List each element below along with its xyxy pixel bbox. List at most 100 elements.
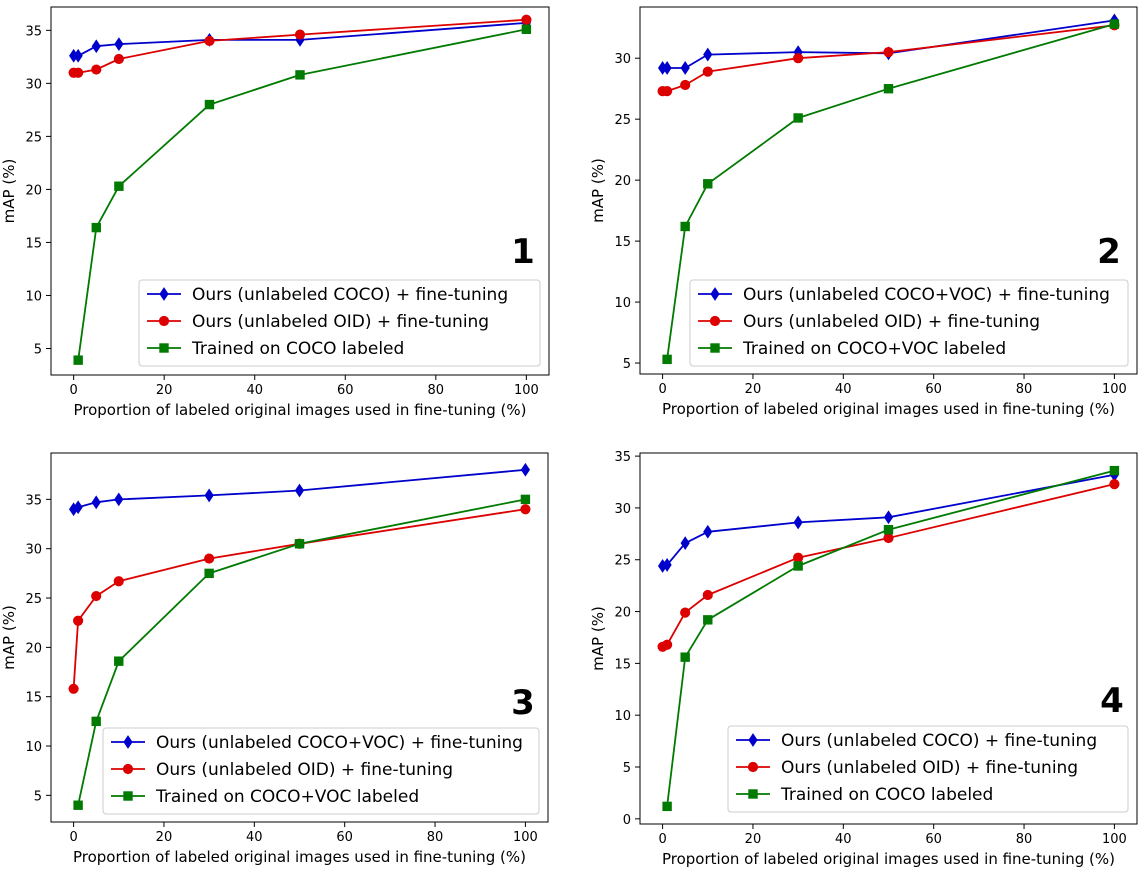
- data-point: [73, 48, 83, 63]
- legend-box: [102, 727, 540, 815]
- data-point: [204, 99, 215, 110]
- data-point: [114, 656, 124, 666]
- y-axis-title: mAP (%): [0, 605, 18, 670]
- data-point: [520, 462, 531, 477]
- x-tick-label: 100: [1102, 382, 1127, 397]
- legend-marker: [748, 789, 758, 799]
- x-tick-label: 80: [1016, 382, 1033, 397]
- plot-frame: [639, 6, 1138, 375]
- data-point: [113, 576, 124, 587]
- data-point: [295, 70, 305, 80]
- data-point: [702, 66, 713, 77]
- x-tick-label: 0: [69, 383, 77, 398]
- y-tick-label: 25: [614, 113, 631, 128]
- data-point: [91, 495, 101, 510]
- data-point: [662, 86, 673, 97]
- series-line: [72, 508, 526, 689]
- data-point: [680, 536, 690, 551]
- y-tick-label: 30: [25, 77, 42, 92]
- series-1: [68, 462, 531, 517]
- data-point: [1109, 465, 1120, 476]
- x-tick-label: 40: [835, 382, 852, 397]
- y-tick-label: 10: [25, 740, 42, 755]
- series-1: [657, 13, 1120, 75]
- data-point: [793, 561, 803, 571]
- legend-marker: [123, 791, 133, 801]
- y-tick-label: 15: [614, 235, 631, 250]
- legend-marker: [159, 343, 169, 353]
- series-1: [657, 467, 1120, 573]
- y-tick-label: 10: [614, 709, 631, 724]
- y-tick-label: 30: [614, 52, 631, 67]
- legend-label: Ours (unlabeled OID) + fine-tuning: [156, 760, 453, 780]
- y-tick-label: 15: [614, 657, 631, 672]
- y-tick-label: 20: [614, 606, 631, 621]
- data-point: [204, 488, 214, 503]
- data-point: [113, 53, 125, 65]
- series-line: [662, 483, 1115, 648]
- data-point: [883, 47, 894, 58]
- data-point: [680, 607, 691, 618]
- data-point: [521, 14, 532, 25]
- panel-number: 2: [1097, 232, 1121, 272]
- legend-label: Ours (unlabeled COCO) + fine-tuning: [192, 285, 508, 305]
- data-point: [520, 504, 531, 515]
- data-point: [702, 589, 713, 601]
- y-tick-label: 20: [614, 174, 631, 189]
- data-point: [793, 552, 804, 563]
- data-point: [114, 37, 124, 52]
- y-tick-label: 25: [25, 592, 42, 607]
- data-point: [1109, 19, 1120, 29]
- y-tick-label: 25: [25, 130, 42, 145]
- data-point: [68, 683, 79, 694]
- data-point: [73, 355, 83, 365]
- data-point: [73, 500, 83, 515]
- legend-marker: [123, 735, 133, 749]
- series-line: [77, 498, 526, 806]
- x-tick-label: 100: [1102, 832, 1127, 847]
- legend-label: Ours (unlabeled COCO+VOC) + fine-tuning: [156, 733, 523, 753]
- data-point: [73, 67, 84, 78]
- legend-box: [689, 279, 1129, 367]
- data-point: [73, 800, 83, 810]
- legend-label: Ours (unlabeled OID) + fine-tuning: [743, 312, 1040, 332]
- data-point: [793, 53, 804, 64]
- y-tick-label: 20: [25, 183, 42, 198]
- legend-label: Trained on COCO+VOC labeled: [742, 339, 1006, 359]
- legend-marker: [747, 761, 759, 773]
- data-point: [703, 47, 713, 62]
- series-3: [73, 24, 532, 365]
- legend-label: Trained on COCO+VOC labeled: [155, 787, 419, 807]
- legend-marker: [122, 763, 134, 775]
- x-tick-label: 80: [1016, 832, 1033, 847]
- plot-frame: [50, 452, 549, 823]
- data-point: [73, 615, 84, 626]
- legend-label: Ours (unlabeled COCO+VOC) + fine-tuning: [743, 285, 1110, 305]
- legend-label: Ours (unlabeled COCO) + fine-tuning: [781, 731, 1097, 751]
- data-point: [662, 639, 673, 650]
- legend-marker: [710, 287, 720, 301]
- data-point: [294, 539, 305, 549]
- x-tick-label: 60: [925, 382, 942, 397]
- chart-panel-3: 0 20 40 60 80 100 5 10 15 20 25 30 35 Proportion of l…: [0, 452, 549, 866]
- data-point: [883, 532, 894, 544]
- legend: Ours (unlabeled COCO) + fine-tuning Ours …: [138, 279, 541, 367]
- y-axis-title: mAP (%): [0, 159, 18, 224]
- data-point: [883, 83, 894, 94]
- data-point: [204, 553, 215, 564]
- panel-number: 3: [511, 683, 535, 723]
- x-tick-label: 0: [658, 832, 666, 847]
- data-point: [680, 79, 691, 91]
- panel-number: 4: [1100, 681, 1124, 721]
- y-tick-label: 35: [614, 450, 631, 465]
- y-axis-title: mAP (%): [589, 606, 607, 671]
- data-point: [662, 61, 672, 75]
- y-tick-label: 10: [25, 289, 42, 304]
- x-tick-label: 100: [514, 383, 539, 398]
- data-point: [680, 61, 690, 75]
- series-line: [666, 23, 1115, 360]
- y-tick-label: 30: [614, 502, 631, 517]
- legend: Ours (unlabeled COCO) + fine-tuning Ours …: [727, 725, 1129, 813]
- x-axis-title: Proportion of labeled original images us…: [662, 850, 1115, 868]
